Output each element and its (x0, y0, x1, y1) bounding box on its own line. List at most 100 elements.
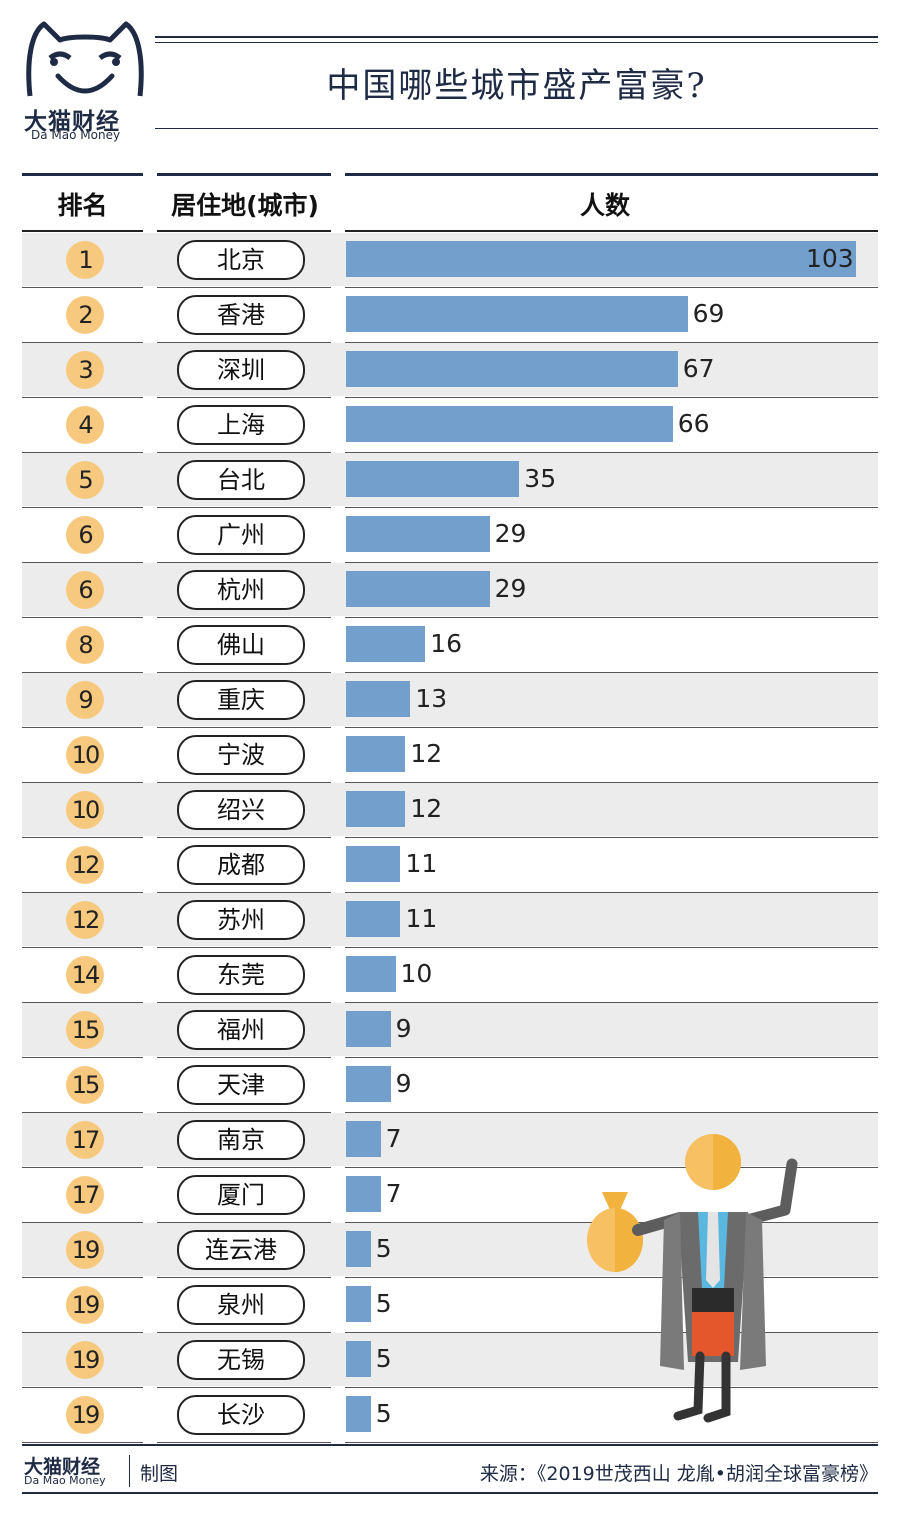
bar (346, 626, 426, 662)
row-separator (157, 947, 331, 948)
footer-separator (129, 1455, 130, 1487)
footer-brand-en: Da Mao Money (24, 1474, 106, 1487)
rank-badge: 14 (66, 956, 104, 994)
table-row (22, 948, 878, 1001)
city-label: 台北 (177, 460, 305, 500)
rank-badge: 3 (66, 351, 104, 389)
row-separator (157, 1057, 331, 1058)
city-label: 南京 (177, 1120, 305, 1160)
header-count: 人数 (579, 191, 630, 220)
row-separator (345, 837, 878, 838)
bar (346, 956, 396, 992)
row-separator (345, 1112, 878, 1113)
city-label: 重庆 (177, 680, 305, 720)
row-separator (22, 452, 143, 453)
bar (346, 736, 406, 772)
city-label: 香港 (177, 295, 305, 335)
bar (346, 1231, 371, 1267)
rank-badge: 15 (66, 1066, 104, 1104)
footer-brand-cn: 大猫财经 (24, 1456, 101, 1478)
row-separator (22, 1112, 143, 1113)
city-label: 福州 (177, 1010, 305, 1050)
rank-badge: 8 (66, 626, 104, 664)
row-separator (345, 947, 878, 948)
bar-value-label: 11 (405, 904, 438, 933)
brand-name-en: Da Mao Money (31, 128, 121, 142)
bar-value-label: 12 (410, 794, 443, 823)
footer-rule-bottom (22, 1492, 878, 1494)
row-separator (345, 342, 878, 343)
bar (346, 571, 490, 607)
row-separator (22, 1167, 143, 1168)
row-separator (22, 1057, 143, 1058)
rank-badge: 9 (66, 681, 104, 719)
row-separator (22, 1277, 143, 1278)
row-separator (157, 672, 331, 673)
row-separator (157, 1277, 331, 1278)
row-separator (157, 452, 331, 453)
row-separator (22, 1332, 143, 1333)
rank-badge: 15 (66, 1011, 104, 1049)
bar-value-label: 12 (410, 739, 443, 768)
bar-value-label: 5 (375, 1344, 392, 1373)
row-separator (22, 672, 143, 673)
city-label: 深圳 (177, 350, 305, 390)
row-separator (345, 1387, 878, 1388)
rank-badge: 19 (66, 1286, 104, 1324)
row-separator (157, 1167, 331, 1168)
bar-value-label: 10 (400, 959, 433, 988)
brand-name-cn: 大猫财经 (24, 109, 120, 135)
rank-badge: 6 (66, 516, 104, 554)
header-rank: 排名 (57, 191, 108, 220)
table-row (22, 893, 878, 946)
bar-value-label: 7 (385, 1124, 402, 1153)
header-underline-rank (22, 230, 143, 232)
rank-badge: 19 (66, 1231, 104, 1269)
bar (346, 901, 401, 937)
city-label: 广州 (177, 515, 305, 555)
rank-badge: 2 (66, 296, 104, 334)
bar-value-label: 7 (385, 1179, 402, 1208)
bar (346, 1066, 391, 1102)
row-separator (345, 617, 878, 618)
row-separator (345, 1057, 878, 1058)
footer-source: 来源：《2019世茂西山 龙胤•胡润全球富豪榜》 (479, 1463, 878, 1485)
rank-badge: 12 (66, 846, 104, 884)
footer-credit: 制图 (140, 1463, 179, 1485)
city-label: 上海 (177, 405, 305, 445)
row-separator (22, 892, 143, 893)
row-separator (22, 1387, 143, 1388)
bar (346, 1341, 371, 1377)
bar-value-label: 9 (395, 1069, 412, 1098)
city-label: 成都 (177, 845, 305, 885)
row-separator (157, 1387, 331, 1388)
table-row (22, 838, 878, 891)
row-separator (157, 1002, 331, 1003)
bar-value-label: 5 (375, 1289, 392, 1318)
row-separator (157, 892, 331, 893)
row-separator (22, 837, 143, 838)
city-label: 天津 (177, 1065, 305, 1105)
header-rule-count (345, 173, 878, 176)
header-rule-city (157, 173, 331, 176)
rank-badge: 5 (66, 461, 104, 499)
rank-badge: 4 (66, 406, 104, 444)
header-underline-city (157, 230, 331, 232)
bar (346, 241, 856, 277)
rank-badge: 10 (66, 791, 104, 829)
bar (346, 681, 411, 717)
row-separator (345, 287, 878, 288)
bar-value-label: 9 (395, 1014, 412, 1043)
city-label: 绍兴 (177, 790, 305, 830)
bar-value-label: 35 (524, 464, 557, 493)
row-separator (345, 727, 878, 728)
row-separator (157, 837, 331, 838)
row-separator (157, 1332, 331, 1333)
bar (346, 791, 406, 827)
row-separator (345, 562, 878, 563)
footer-rule-top (22, 1444, 878, 1446)
row-separator (345, 452, 878, 453)
row-separator (345, 1167, 878, 1168)
row-separator (157, 1442, 331, 1443)
row-separator (22, 782, 143, 783)
